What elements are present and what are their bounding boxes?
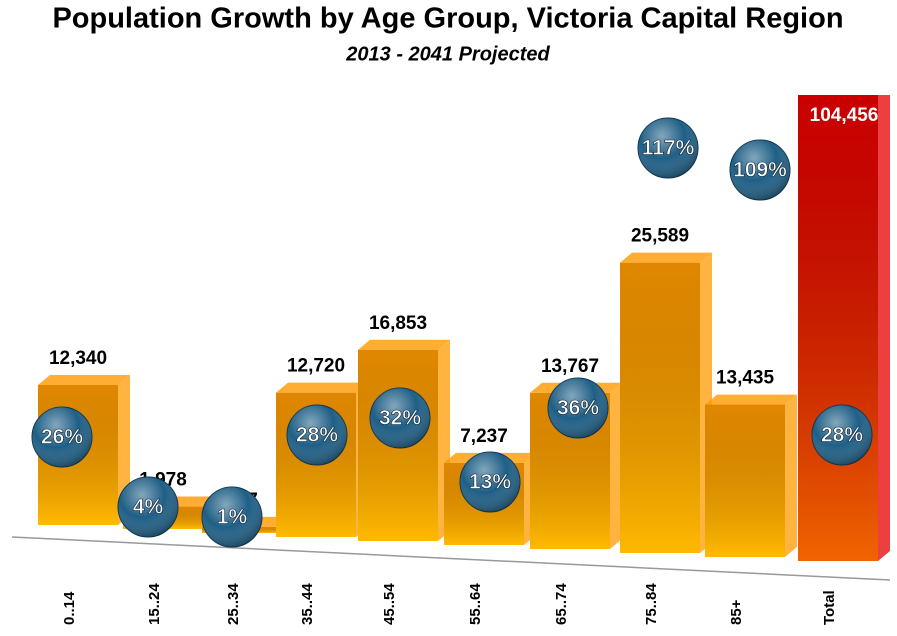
value-label: 13,767 (541, 356, 599, 377)
percent-label: 117% (642, 137, 695, 160)
value-label: 104,456 (810, 105, 879, 126)
x-tick-label: 0..14 (61, 591, 78, 625)
x-tick-label: 55..64 (467, 583, 484, 625)
value-label: 16,853 (369, 313, 427, 334)
bar-side (878, 95, 890, 561)
value-label: 12,340 (49, 348, 107, 369)
x-tick-label: 35..44 (299, 583, 316, 625)
percent-bubble-shine (370, 388, 430, 448)
percent-bubble-shine (32, 407, 92, 467)
percent-label: 1% (217, 506, 248, 529)
percent-label: 4% (133, 496, 164, 519)
percent-bubble-shine (638, 118, 698, 178)
bar-top (620, 252, 712, 263)
x-tick-label: 15..24 (146, 583, 163, 625)
chart-title: Population Growth by Age Group, Victoria… (52, 3, 843, 35)
percent-label: 28% (821, 424, 863, 447)
value-label: 25,589 (631, 226, 689, 247)
bar-shade (798, 95, 878, 561)
percent-bubble-shine (118, 477, 178, 537)
percent-bubble-shine (460, 452, 520, 512)
percent-bubble-shine (548, 378, 608, 438)
bar-shade (705, 404, 785, 557)
percent-label: 36% (557, 397, 599, 420)
bar-shade (620, 262, 700, 553)
bar-top (276, 382, 368, 393)
percent-label: 32% (379, 407, 421, 430)
percent-label: 109% (733, 159, 787, 182)
bar-side (610, 382, 622, 549)
bar-top (705, 394, 797, 405)
x-tick-label: 45..54 (381, 583, 398, 625)
percent-label: 26% (41, 426, 83, 449)
value-label: 12,720 (287, 356, 345, 377)
x-tick-label: Total (821, 590, 838, 625)
bar-side (785, 394, 797, 557)
value-label: 7,237 (460, 426, 508, 447)
percent-bubble-shine (202, 487, 262, 547)
percent-bubble-shine (287, 405, 347, 465)
percent-bubble-shine (812, 405, 872, 465)
percent-label: 13% (469, 471, 511, 494)
value-label: 13,435 (716, 368, 775, 389)
x-tick-label: 25..34 (225, 583, 242, 625)
chart-subtitle: 2013 - 2041 Projected (345, 43, 550, 65)
x-tick-label: 85+ (728, 599, 745, 625)
bar-top (358, 339, 450, 350)
percent-bubble-shine (730, 140, 790, 200)
x-axis (11, 536, 891, 581)
percent-label: 28% (296, 424, 338, 447)
x-tick-label: 65..74 (553, 583, 570, 625)
bar-top (38, 374, 130, 385)
x-tick-label: 75..84 (643, 583, 660, 625)
